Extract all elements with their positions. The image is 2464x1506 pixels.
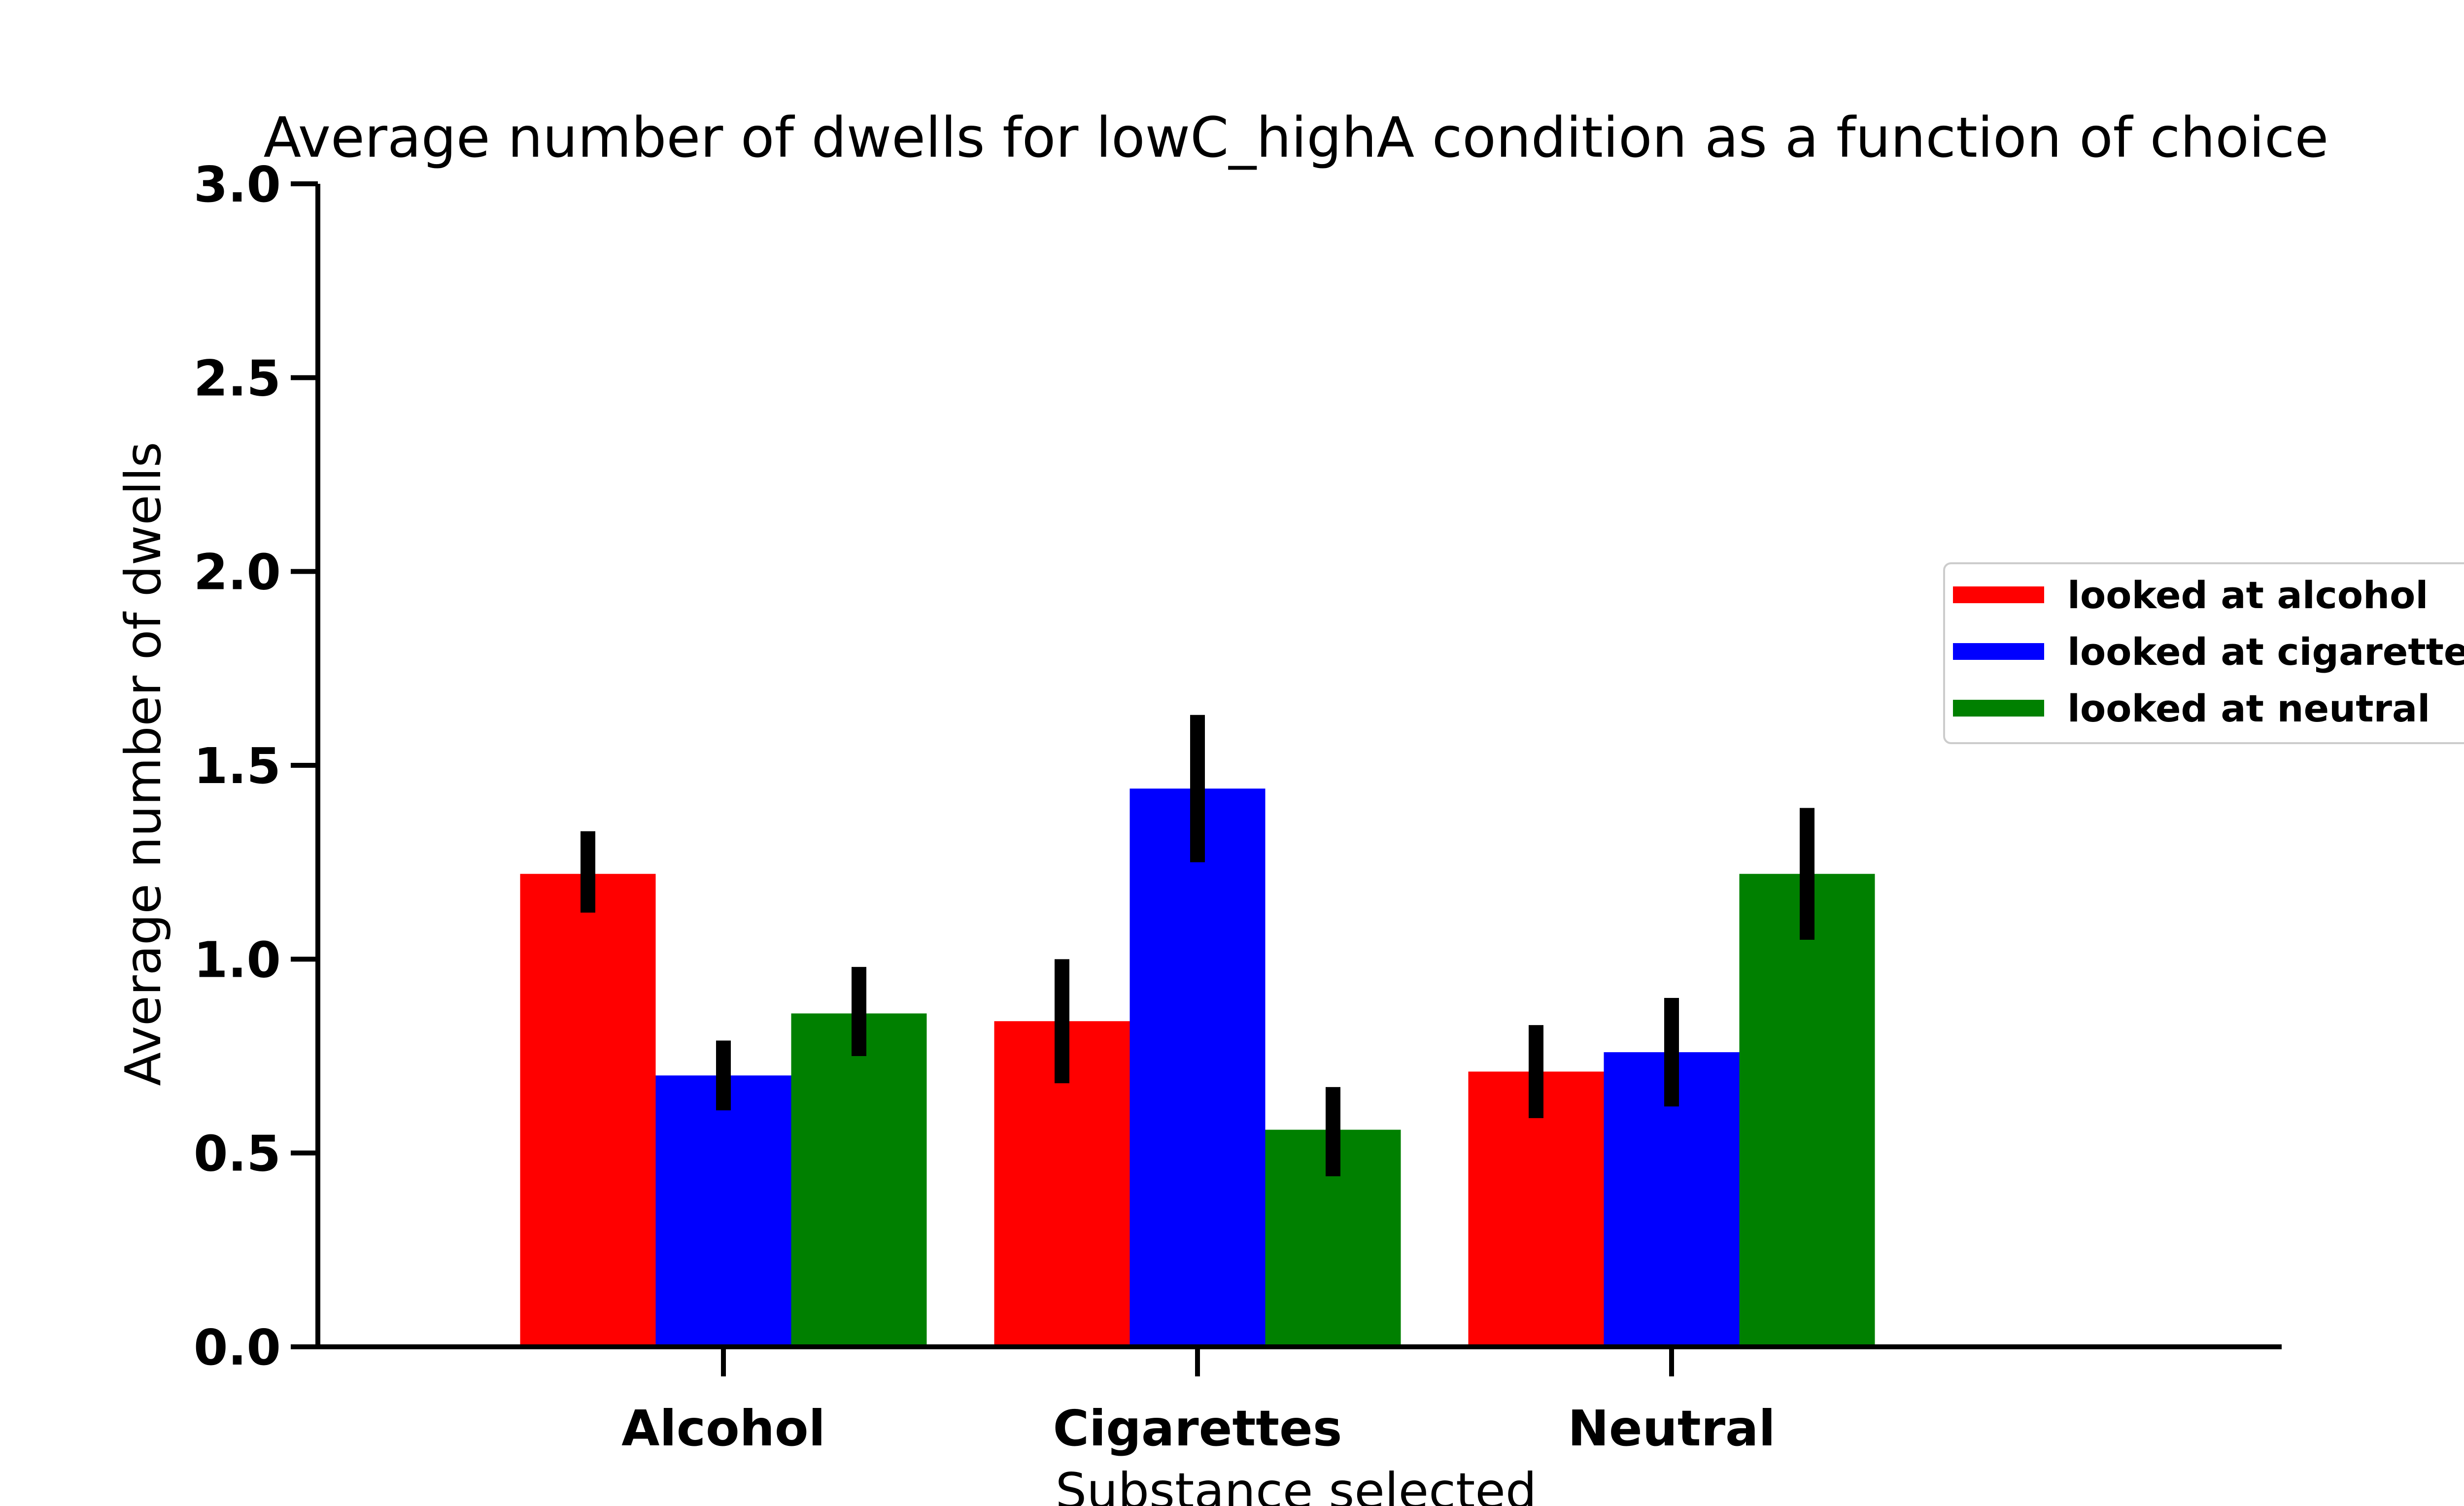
legend-swatch-looked-at-alcohol	[1953, 586, 2044, 603]
legend-label-looked-at-alcohol: looked at alcohol	[2067, 573, 2428, 617]
y-axis-label: Average number of dwells	[114, 442, 172, 1086]
y-tick-label: 2.0	[194, 544, 281, 601]
y-tick-label: 3.0	[194, 156, 281, 213]
legend-box	[1943, 562, 2464, 744]
y-tick-label: 1.0	[194, 931, 281, 989]
bar-looked-at-neutral-alcohol	[791, 1013, 927, 1347]
bar-looked-at-cigarettes-cigarettes	[1129, 788, 1266, 1347]
y-tick-label: 2.5	[194, 349, 281, 407]
bars-layer	[520, 788, 1875, 1347]
legend-swatch-looked-at-neutral	[1953, 700, 2044, 717]
bar-looked-at-neutral-neutral	[1739, 874, 1875, 1347]
x-tick-label-alcohol: Alcohol	[621, 1400, 825, 1457]
chart-title: Average number of dwells for lowC_highA …	[264, 106, 2329, 170]
legend-label-looked-at-cigarettes: looked at cigarettes	[2067, 630, 2464, 674]
bar-looked-at-cigarettes-alcohol	[655, 1075, 791, 1347]
y-tick-label: 0.0	[194, 1319, 281, 1376]
y-tick-label: 0.5	[194, 1125, 281, 1183]
y-tick-label: 1.5	[194, 737, 281, 795]
legend-swatch-looked-at-cigarettes	[1953, 643, 2044, 660]
legend-label-looked-at-neutral: looked at neutral	[2067, 686, 2430, 730]
axes-layer: 0.0 0.5 1.0 1.5 2.0 2.5 3.0 Alcohol Cigarettes Ne…	[194, 156, 2282, 1457]
x-tick-label-cigarettes: Cigarettes	[1053, 1400, 1342, 1457]
x-axis-label: Substance selected	[1056, 1462, 1537, 1506]
x-tick-label-neutral: Neutral	[1568, 1400, 1776, 1457]
error-bars-layer	[581, 715, 1814, 1176]
legend: looked at alcohol looked at cigarettes loo…	[1943, 562, 2464, 744]
bar-looked-at-alcohol-alcohol	[520, 874, 656, 1347]
